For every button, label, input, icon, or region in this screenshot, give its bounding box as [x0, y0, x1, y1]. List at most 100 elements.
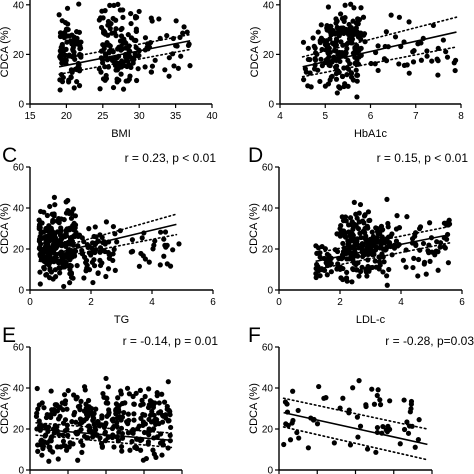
x-axis-label: BMI [111, 128, 131, 140]
data-point [385, 423, 391, 429]
data-point [62, 417, 69, 423]
data-point [372, 258, 378, 264]
data-point [112, 267, 118, 273]
data-point [50, 276, 56, 282]
data-point [349, 231, 356, 237]
data-point [71, 392, 77, 398]
data-point [44, 411, 50, 418]
data-point [321, 267, 328, 273]
data-point [356, 210, 362, 216]
data-point [114, 419, 120, 426]
data-point [54, 424, 60, 430]
data-point [359, 264, 365, 270]
data-point [164, 33, 170, 39]
data-point [353, 261, 359, 268]
data-point [365, 209, 372, 215]
data-point [325, 4, 332, 10]
data-point [311, 43, 317, 49]
data-point [374, 392, 380, 399]
data-point [313, 265, 319, 272]
data-point [330, 40, 336, 47]
data-point [315, 67, 321, 73]
data-point [60, 438, 67, 444]
data-point [344, 72, 350, 78]
x-tick-label: 0 [276, 297, 282, 308]
data-point [384, 273, 390, 279]
x-tick-label: 6 [210, 297, 216, 308]
data-point [37, 281, 43, 287]
data-point [58, 237, 64, 243]
data-point [334, 90, 340, 96]
data-point [103, 273, 109, 280]
data-point [381, 259, 387, 265]
data-point [281, 441, 287, 448]
x-tick-label: 20 [61, 111, 73, 122]
ci-upper-line [58, 33, 191, 61]
data-point [133, 37, 139, 44]
data-point [152, 238, 158, 244]
data-point [102, 31, 108, 37]
data-point [406, 19, 412, 25]
data-point [121, 36, 127, 42]
regression-line [315, 233, 450, 263]
data-point [344, 269, 350, 276]
data-point [282, 399, 289, 405]
data-point [126, 391, 132, 397]
data-point [401, 397, 407, 403]
data-point [354, 414, 360, 420]
data-point [131, 401, 137, 407]
data-point [319, 46, 325, 53]
ci-lower-line [38, 233, 178, 263]
data-point [391, 245, 398, 251]
data-point [98, 69, 104, 75]
data-point [396, 14, 402, 20]
data-point [380, 269, 386, 275]
data-point [100, 42, 106, 48]
y-axis-label: CDCA (%) [0, 203, 11, 254]
data-point [65, 26, 71, 33]
data-point [98, 24, 105, 31]
data-point [93, 406, 99, 412]
data-point [369, 229, 375, 235]
data-point [350, 18, 356, 24]
data-point [103, 219, 110, 225]
data-point [38, 235, 44, 241]
data-point [353, 25, 359, 31]
data-point [346, 248, 352, 255]
y-tick-label: 0 [268, 100, 274, 111]
data-point [111, 423, 117, 430]
data-point [452, 67, 458, 74]
data-point [365, 240, 371, 246]
data-point [47, 445, 53, 451]
data-point [98, 440, 105, 447]
data-point [97, 262, 104, 269]
data-point [317, 273, 323, 279]
data-point [130, 393, 136, 400]
data-point [425, 248, 431, 254]
data-point [417, 224, 424, 230]
data-point [321, 395, 327, 401]
data-point [312, 57, 319, 63]
data-point [116, 414, 123, 420]
y-tick-label: 40 [262, 204, 274, 215]
data-point [386, 239, 393, 246]
data-point [337, 11, 344, 17]
data-point [142, 35, 149, 41]
data-point [338, 223, 344, 229]
correlation-stat: r = 0.23, p < 0.01 [125, 151, 217, 165]
data-point [404, 419, 410, 425]
data-point [337, 405, 343, 411]
data-point [423, 271, 429, 277]
data-point [149, 399, 155, 405]
data-point [60, 432, 66, 438]
data-point [68, 215, 75, 221]
y-tick-label: 0 [267, 286, 273, 297]
data-point [358, 45, 364, 51]
ci-lower-line [314, 242, 451, 271]
data-point [55, 416, 62, 422]
data-point [57, 270, 63, 276]
data-point [296, 435, 302, 441]
data-point [125, 411, 131, 417]
data-point [404, 214, 410, 220]
